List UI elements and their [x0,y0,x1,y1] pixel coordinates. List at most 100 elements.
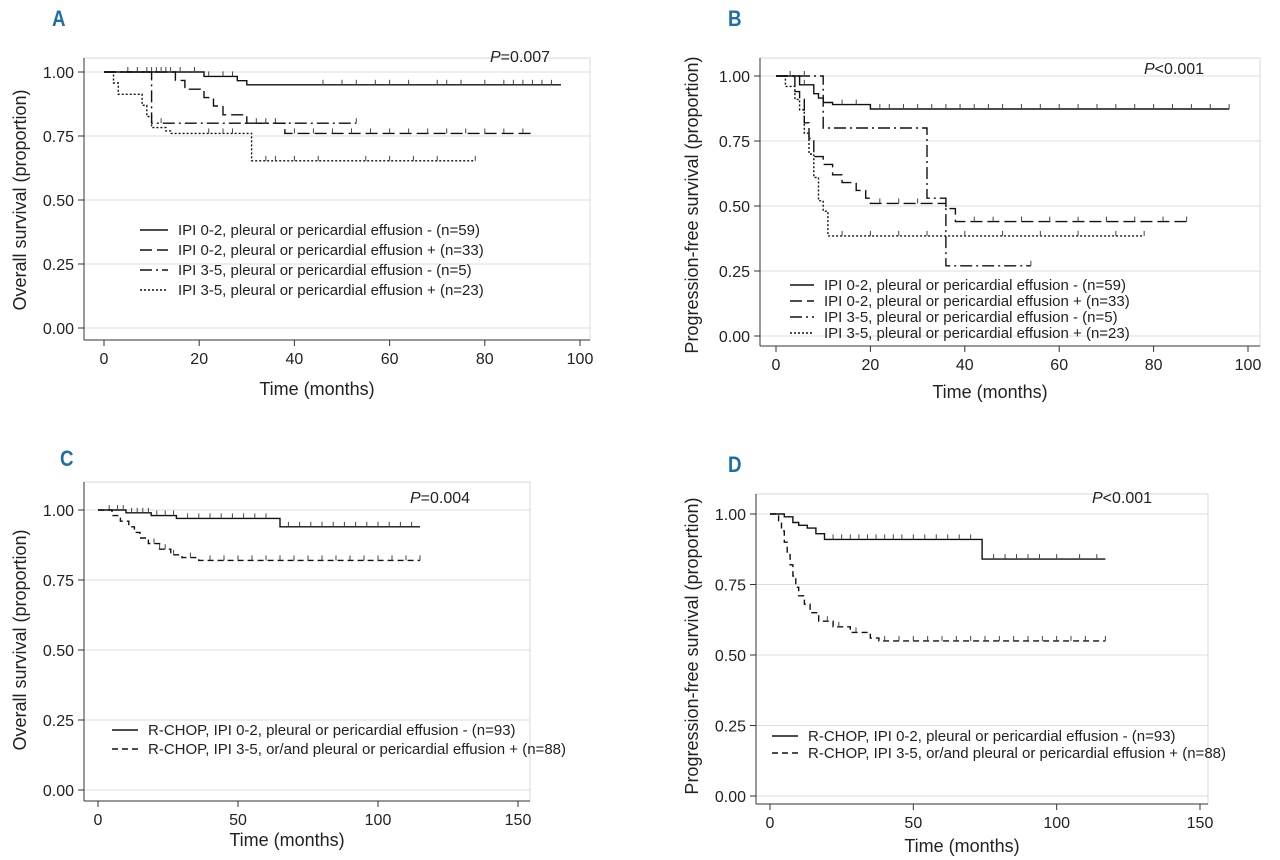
y-axis-label: Overall survival (proportion) [10,529,30,750]
km-series [770,513,1106,560]
panel-label: C [60,446,74,471]
x-tick-label: 100 [365,812,392,829]
km-curve [776,75,1145,237]
km-curve [776,75,1187,223]
x-tick-label: 80 [476,351,494,368]
legend-label: IPI 3-5, pleural or pericardial effusion… [824,325,1130,342]
p-value-prefix: P [1144,61,1155,78]
p-value: P=0.007 [490,49,550,66]
y-tick-label: 0.25 [719,264,750,281]
km-series [776,75,1188,223]
x-tick-label: 150 [1187,815,1214,832]
y-tick-label: 1.00 [43,65,74,82]
km-curve [104,71,476,162]
y-tick-label: 0.50 [43,643,74,660]
y-tick-label: 1.00 [43,503,74,520]
km-series [104,71,476,162]
y-tick-label: 0.50 [715,648,746,665]
x-tick-label: 100 [1043,815,1070,832]
km-curve [770,513,1106,560]
km-series [776,71,1230,110]
y-axis-label: Progression-free survival (proportion) [682,497,702,794]
km-curve [104,71,561,86]
panel-a: A 0.00 0.25 0.50 0.75 1.00 0 20 40 60 80 100 Time (… [0,0,620,420]
legend-label: R-CHOP, IPI 3-5, or/and pleural or peric… [808,745,1226,762]
x-tick-label: 60 [381,351,399,368]
chart-b: 0.00 0.25 0.50 0.75 1.00 0 20 40 60 80 100 Time (mo… [682,56,1262,402]
x-tick-label: 40 [956,357,974,374]
panel-c: C 0.00 0.25 0.50 0.75 1.00 0 50 100 150 Time (mon… [0,440,620,860]
legend-label: IPI 0-2, pleural or pericardial effusion… [824,293,1130,310]
km-series [776,75,1145,237]
x-tick-label: 0 [100,351,109,368]
p-value: P<0.001 [1092,490,1152,507]
p-value: P<0.001 [1144,61,1204,78]
km-curve [770,513,1106,642]
legend-label: R-CHOP, IPI 0-2, pleural or pericardial … [148,722,516,739]
x-tick-label: 0 [772,357,781,374]
x-axis-label: Time (months) [904,836,1019,856]
x-tick-label: 50 [229,812,247,829]
x-tick-label: 40 [286,351,304,368]
legend-label: IPI 0-2, pleural or pericardial effusion… [178,222,480,239]
x-tick-label: 150 [505,812,532,829]
km-curve [776,75,1031,267]
y-axis-label: Progression-free survival (proportion) [682,56,702,353]
x-tick-label: 60 [1050,357,1068,374]
legend-label: IPI 0-2, pleural or pericardial effusion… [178,242,484,259]
legend-label: IPI 3-5, pleural or pericardial effusion… [824,309,1118,326]
x-tick-label: 100 [567,351,594,368]
p-value-text: <0.001 [1155,61,1204,78]
km-curve [104,71,357,124]
x-axis-label: Time (months) [932,382,1047,402]
km-series [104,67,561,86]
legend-label: R-CHOP, IPI 3-5, or/and pleural or peric… [148,741,566,758]
x-tick-label: 100 [1235,357,1262,374]
y-tick-label: 1.00 [715,507,746,524]
y-tick-label: 0.25 [43,257,74,274]
x-tick-label: 0 [766,815,775,832]
p-value: P=0.004 [410,490,470,507]
panel-label: B [728,6,742,31]
panel-d: D 0.00 0.25 0.50 0.75 1.00 0 50 100 150 Time (mon… [660,440,1280,860]
y-tick-label: 0.25 [43,713,74,730]
p-value-prefix: P [1092,490,1103,507]
p-value-prefix: P [490,49,501,66]
p-value-text: <0.001 [1103,490,1152,507]
panel-b: B 0.00 0.25 0.50 0.75 1.00 0 20 40 60 80 100 Time (… [660,0,1280,420]
km-series [98,509,421,562]
x-tick-label: 0 [94,812,103,829]
p-value-prefix: P [410,490,421,507]
legend-label: IPI 3-5, pleural or pericardial effusion… [178,262,472,279]
y-tick-label: 0.75 [43,129,74,146]
p-value-text: =0.007 [501,49,550,66]
panel-label: A [52,6,66,31]
legend-label: IPI 3-5, pleural or pericardial effusion… [178,282,484,299]
p-value-text: =0.004 [421,490,470,507]
km-series [776,71,1032,267]
x-axis-label: Time (months) [259,379,374,399]
km-series [104,67,533,135]
y-tick-label: 0.75 [719,134,750,151]
chart-a: 0.00 0.25 0.50 0.75 1.00 0 20 40 60 80 100 Time (mo… [10,49,594,399]
x-tick-label: 20 [862,357,880,374]
y-tick-label: 0.00 [43,783,74,800]
y-tick-label: 0.75 [715,578,746,595]
y-axis-label: Overall survival (proportion) [10,89,30,310]
x-tick-label: 50 [904,815,922,832]
legend-label: IPI 0-2, pleural or pericardial effusion… [824,277,1126,294]
km-series [98,505,420,528]
y-tick-label: 0.00 [719,329,750,346]
km-curve [98,509,420,528]
legend-label: R-CHOP, IPI 0-2, pleural or pericardial … [808,728,1176,745]
km-curve [98,509,420,562]
y-tick-label: 0.00 [43,321,74,338]
y-tick-label: 1.00 [719,69,750,86]
chart-c: 0.00 0.25 0.50 0.75 1.00 0 50 100 150 Time (month… [10,481,566,850]
km-curve [104,71,533,135]
y-tick-label: 0.50 [719,199,750,216]
km-curve [776,75,1230,110]
x-tick-label: 80 [1145,357,1163,374]
panel-label: D [728,452,742,477]
y-tick-label: 0.50 [43,193,74,210]
